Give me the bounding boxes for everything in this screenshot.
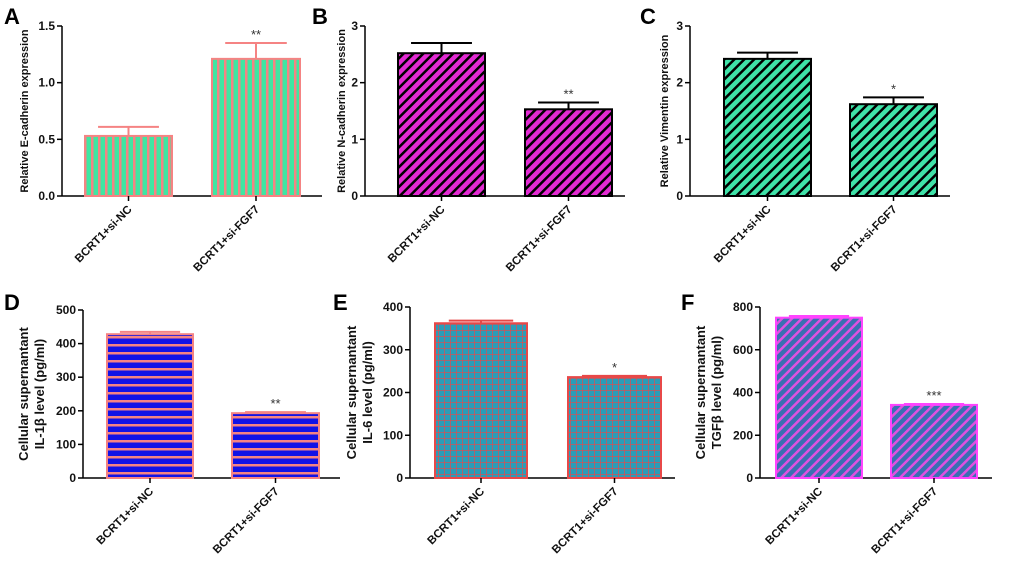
y-axis-label: Cellular supernantant — [693, 325, 708, 459]
bar-1 — [775, 316, 863, 479]
bar-2 — [849, 103, 938, 197]
y-tick-label: 100 — [56, 437, 76, 451]
x-tick-label: BCRT1+si-NC — [73, 204, 135, 266]
panel-letter: D — [4, 290, 20, 315]
significance-label: ** — [251, 27, 261, 42]
bar-1 — [84, 134, 173, 197]
panel-letter: A — [4, 4, 20, 29]
y-axis-label: IL-1β level (pg/ml) — [32, 339, 47, 450]
panel-f: F 0 200 400 600 800 Cellular supernantant TGFβ … — [681, 290, 992, 556]
panel-letter: B — [312, 4, 328, 29]
y-tick-label: 1 — [351, 132, 358, 146]
y-tick-label: 500 — [56, 303, 76, 317]
x-tick-label: BCRT1+si-FGF7 — [211, 486, 282, 557]
x-tick-label: BCRT1+si-FGF7 — [191, 204, 262, 275]
y-tick-label: 1.0 — [38, 76, 55, 90]
y-axis-label: TGFβ level (pg/ml) — [709, 336, 724, 449]
panel-letter: E — [333, 290, 348, 315]
y-axis-label: Relative Vimentin expression — [659, 34, 671, 187]
y-tick-label: 200 — [733, 428, 753, 442]
y-tick-label: 0 — [351, 189, 358, 203]
bar-1 — [397, 52, 486, 198]
y-tick-label: 0 — [396, 471, 403, 485]
x-tick-label: BCRT1+si-FGF7 — [869, 486, 940, 557]
y-tick-label: 0.5 — [38, 132, 55, 146]
y-tick-label: 0 — [676, 189, 683, 203]
significance-label: * — [612, 360, 617, 375]
y-tick-label: 0 — [746, 471, 753, 485]
significance-label: *** — [926, 388, 941, 403]
x-tick-label: BCRT1+si-FGF7 — [550, 486, 621, 557]
y-tick-label: 200 — [56, 404, 76, 418]
y-tick-label: 1 — [676, 132, 683, 146]
bar-1 — [434, 322, 528, 479]
panel-e: E 0 100 200 300 400 Cellular supernantant IL-6 … — [333, 290, 675, 556]
x-tick-label: BCRT1+si-FGF7 — [504, 204, 575, 275]
x-tick-label: BCRT1+si-NC — [386, 204, 448, 266]
x-tick-label: BCRT1+si-NC — [712, 204, 774, 266]
panel-a: A 0.0 0.5 1.0 1.5 Relative E-cadherin express… — [4, 4, 322, 274]
y-axis-label: Relative N-cadherin expression — [336, 29, 348, 193]
y-axis-label: Relative E-cadherin expression — [19, 29, 31, 193]
y-tick-label: 0 — [69, 471, 76, 485]
x-tick-label: BCRT1+si-NC — [95, 486, 157, 548]
y-tick-label: 300 — [56, 370, 76, 384]
panel-letter: C — [640, 4, 656, 29]
bar-1 — [106, 333, 194, 479]
bar-2 — [524, 108, 613, 197]
y-tick-label: 1.5 — [38, 19, 55, 33]
bar-1 — [723, 57, 812, 197]
y-tick-label: 100 — [383, 428, 403, 442]
significance-label: ** — [270, 396, 280, 411]
y-tick-label: 2 — [676, 76, 683, 90]
panel-letter: F — [681, 290, 694, 315]
y-tick-label: 600 — [733, 343, 753, 357]
y-tick-label: 300 — [383, 343, 403, 357]
y-tick-label: 400 — [383, 300, 403, 314]
y-tick-label: 2 — [351, 76, 358, 90]
bar-2 — [231, 412, 320, 480]
panel-c: C 0 1 2 3 Relative Vimentin expression BCRT1+s… — [640, 4, 950, 274]
y-axis-label: Cellular supernantant — [16, 327, 31, 461]
y-tick-label: 3 — [676, 19, 683, 33]
significance-label: ** — [563, 87, 573, 102]
x-tick-label: BCRT1+si-NC — [426, 486, 488, 548]
bar-2 — [211, 57, 301, 197]
y-tick-label: 0.0 — [38, 189, 55, 203]
y-axis-label: IL-6 level (pg/ml) — [360, 341, 375, 444]
y-tick-label: 3 — [351, 19, 358, 33]
y-tick-label: 800 — [733, 300, 753, 314]
bar-2 — [567, 376, 662, 479]
y-axis-label: Cellular supernantant — [344, 325, 359, 459]
y-tick-label: 400 — [733, 386, 753, 400]
x-tick-label: BCRT1+si-NC — [764, 486, 826, 548]
bar-2 — [890, 403, 978, 479]
x-tick-label: BCRT1+si-FGF7 — [829, 204, 900, 275]
panel-d: D 0 100 200 300 400 500 Cellular supernantant IL… — [4, 290, 340, 556]
significance-label: * — [891, 81, 896, 96]
y-tick-label: 200 — [383, 386, 403, 400]
y-tick-label: 400 — [56, 337, 76, 351]
